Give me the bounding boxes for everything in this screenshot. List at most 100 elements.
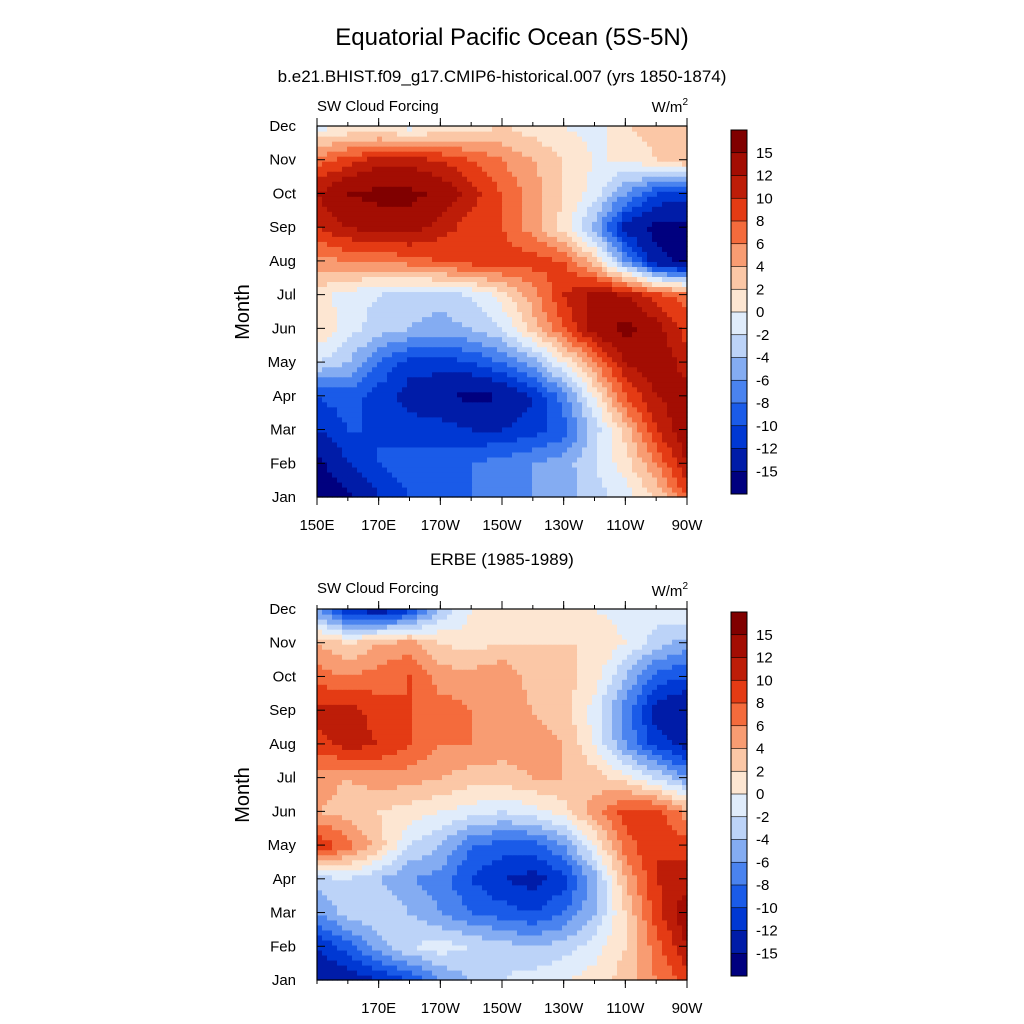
contour-cell (572, 196, 578, 202)
contour-cell (402, 421, 408, 428)
contour-cell (402, 396, 408, 403)
contour-cell (337, 401, 343, 408)
contour-cell (412, 191, 418, 197)
contour-cell (677, 221, 683, 227)
contour-cell (482, 201, 488, 207)
contour-cell (617, 166, 623, 172)
contour-cell (477, 421, 483, 428)
contour-cell (502, 171, 508, 177)
contour-cell (647, 301, 653, 308)
contour-cell (397, 311, 403, 318)
contour-cell (357, 336, 363, 343)
contour-cell (407, 261, 413, 267)
contour-cell (612, 196, 618, 202)
contour-cell (412, 321, 418, 328)
contour-cell (522, 276, 528, 283)
contour-cell (387, 446, 393, 453)
contour-cell (402, 456, 408, 463)
contour-cell (452, 391, 458, 398)
contour-cell (672, 486, 678, 493)
contour-cell (617, 226, 623, 232)
contour-cell (442, 166, 448, 172)
contour-cell (552, 491, 558, 498)
contour-cell (472, 176, 478, 182)
contour-cell (452, 271, 458, 277)
contour-cell (587, 476, 593, 483)
contour-cell (582, 166, 588, 172)
contour-cell (482, 246, 488, 252)
contour-cell (517, 486, 523, 493)
contour-cell (437, 276, 443, 283)
contour-cell (442, 421, 448, 428)
contour-cell (327, 456, 333, 463)
contour-cell (392, 391, 398, 398)
contour-cell (332, 191, 338, 197)
contour-cell (662, 171, 668, 177)
contour-cell (452, 341, 458, 348)
contour-cell (352, 441, 358, 448)
contour-cell (422, 396, 428, 403)
contour-cell (402, 376, 408, 383)
contour-cell (582, 171, 588, 177)
contour-cell (357, 296, 363, 303)
contour-cell (412, 491, 418, 498)
contour-cell (667, 401, 673, 408)
contour-cell (407, 386, 413, 393)
contour-cell (352, 266, 358, 272)
contour-cell (392, 436, 398, 443)
contour-cell (632, 396, 638, 403)
contour-cell (662, 296, 668, 303)
contour-cell (407, 156, 413, 162)
contour-cell (507, 251, 513, 257)
contour-cell (607, 221, 613, 227)
contour-cell (657, 201, 663, 207)
contour-cell (452, 266, 458, 272)
contour-cell (337, 341, 343, 348)
contour-cell (527, 491, 533, 498)
contour-cell (467, 186, 473, 192)
contour-cell (512, 196, 518, 202)
contour-cell (627, 246, 633, 252)
contour-cell (667, 171, 673, 177)
contour-cell (652, 451, 658, 458)
contour-cell (637, 256, 643, 262)
contour-cell (512, 466, 518, 473)
contour-cell (462, 231, 468, 237)
contour-cell (357, 466, 363, 473)
contour-cell (577, 491, 583, 498)
contour-cell (557, 346, 563, 353)
contour-cell (407, 491, 413, 498)
contour-cell (632, 386, 638, 393)
contour-cell (667, 476, 673, 483)
contour-cell (457, 436, 463, 443)
contour-cell (527, 186, 533, 192)
contour-cell (397, 301, 403, 308)
contour-cell (402, 206, 408, 212)
contour-cell (557, 386, 563, 393)
contour-cell (672, 411, 678, 418)
contour-cell (567, 196, 573, 202)
contour-cell (607, 421, 613, 428)
contour-cell (432, 281, 438, 288)
contour-cell (337, 196, 343, 202)
contour-cell (472, 456, 478, 463)
contour-cell (532, 171, 538, 177)
contour-cell (382, 311, 388, 318)
contour-cell (627, 481, 633, 488)
contour-cell (652, 206, 658, 212)
contour-cell (657, 276, 663, 283)
contour-cell (627, 306, 633, 313)
contour-cell (672, 281, 678, 288)
contour-cell (347, 256, 353, 262)
contour-cell (447, 281, 453, 288)
contour-cell (352, 326, 358, 333)
contour-cell (647, 346, 653, 353)
contour-cell (677, 391, 683, 398)
contour-cell (517, 416, 523, 423)
contour-cell (677, 481, 683, 488)
contour-cell (542, 336, 548, 343)
contour-cell (652, 176, 658, 182)
contour-cell (527, 171, 533, 177)
contour-cell (627, 411, 633, 418)
contour-cell (597, 246, 603, 252)
